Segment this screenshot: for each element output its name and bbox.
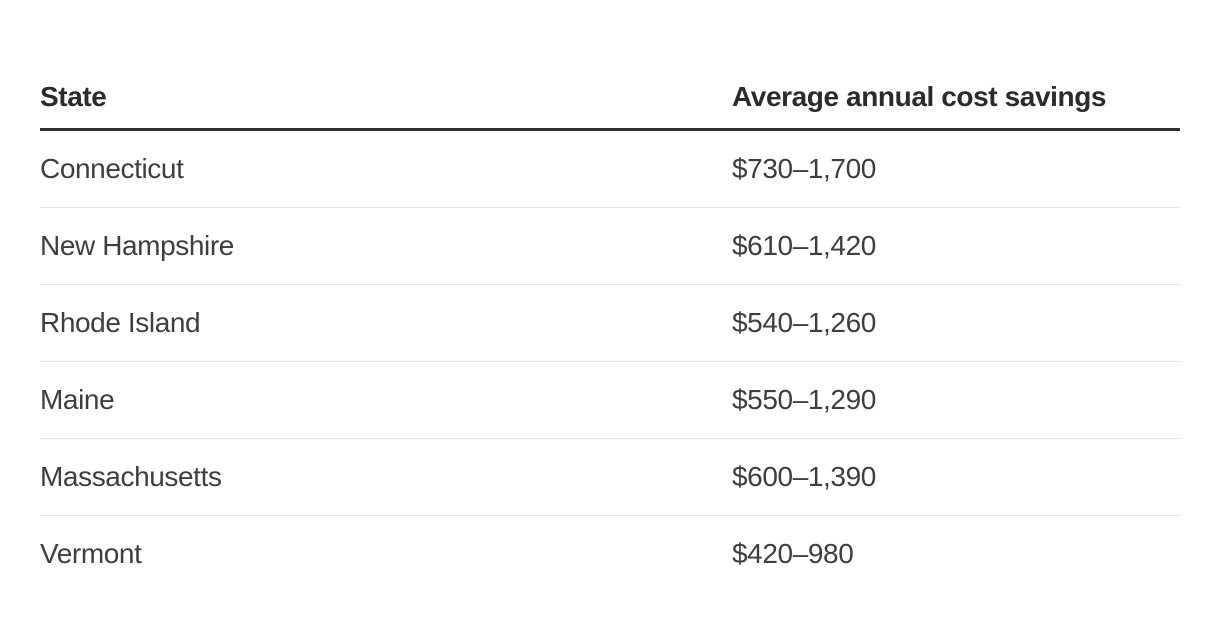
state-cell: New Hampshire [40, 230, 234, 261]
column-header-savings: Average annual cost savings [732, 81, 1107, 112]
state-cell: Massachusetts [40, 461, 222, 492]
state-cell: Maine [40, 384, 115, 415]
table-body: Connecticut $730–1,700 New Hampshire $61… [40, 131, 1180, 592]
savings-cell: $540–1,260 [732, 307, 876, 338]
table-row: Vermont $420–980 [40, 516, 1180, 592]
column-header-state: State [40, 81, 107, 112]
savings-cell: $730–1,700 [732, 153, 876, 184]
table-header-row: State Average annual cost savings [40, 83, 1180, 131]
table-row: Massachusetts $600–1,390 [40, 439, 1180, 516]
state-cell: Rhode Island [40, 307, 201, 338]
savings-cell: $550–1,290 [732, 384, 876, 415]
savings-cell: $600–1,390 [732, 461, 876, 492]
state-cell: Vermont [40, 538, 142, 569]
table-row: Connecticut $730–1,700 [40, 131, 1180, 208]
savings-cell: $420–980 [732, 538, 854, 569]
savings-cell: $610–1,420 [732, 230, 876, 261]
table-row: Rhode Island $540–1,260 [40, 285, 1180, 362]
cost-savings-table: State Average annual cost savings Connec… [40, 83, 1180, 592]
table-row: New Hampshire $610–1,420 [40, 208, 1180, 285]
state-cell: Connecticut [40, 153, 184, 184]
table-row: Maine $550–1,290 [40, 362, 1180, 439]
